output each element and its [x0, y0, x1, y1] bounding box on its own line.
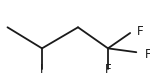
- Text: F: F: [105, 63, 111, 76]
- Text: I: I: [40, 63, 44, 76]
- Text: F: F: [137, 25, 144, 38]
- Text: F: F: [145, 48, 150, 61]
